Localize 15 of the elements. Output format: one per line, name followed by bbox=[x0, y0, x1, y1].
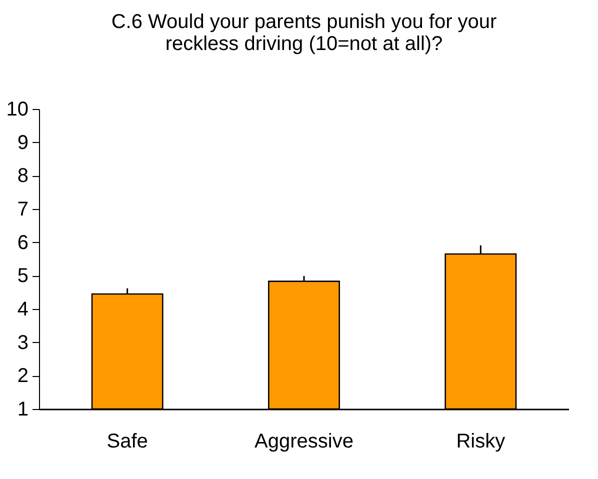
text: reckless driving (10=not at all)? bbox=[165, 33, 443, 55]
y-tick-label: 9 bbox=[17, 132, 28, 154]
y-tick-label: 3 bbox=[17, 332, 28, 354]
x-tick-label: Safe bbox=[106, 430, 148, 452]
text: C.6 Would your parents punish you for your bbox=[111, 11, 497, 33]
y-tick-label: 4 bbox=[17, 298, 28, 320]
y-tick-label: 10 bbox=[6, 98, 28, 120]
y-tick-label: 5 bbox=[17, 265, 28, 288]
y-tick-label: 8 bbox=[17, 165, 28, 188]
y-tick-label: 2 bbox=[17, 365, 28, 388]
y-tick-label: 7 bbox=[17, 198, 28, 220]
y-tick-label: 6 bbox=[17, 232, 28, 254]
x-tick-label: Risky bbox=[456, 430, 506, 452]
x-tick-label: Aggressive bbox=[254, 430, 354, 452]
y-tick-label: 1 bbox=[17, 398, 28, 420]
